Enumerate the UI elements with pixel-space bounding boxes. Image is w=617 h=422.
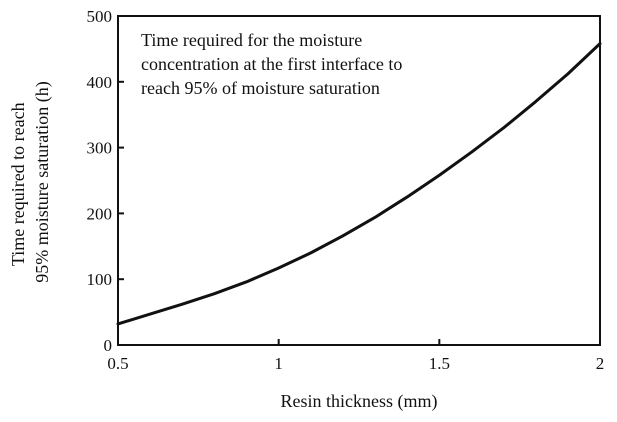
annotation-line-3: reach 95% of moisture saturation: [141, 78, 380, 98]
y-axis-tick-label: 300: [87, 139, 113, 158]
chart-annotation: Time required for the moisture concentra…: [141, 28, 461, 100]
series-line: [116, 42, 602, 326]
plot-frame: [117, 15, 601, 346]
y-axis-label-line-1: Time required to reach: [8, 102, 28, 266]
annotation-line-1: Time required for the moisture: [141, 30, 363, 50]
y-axis-tick-label: 500: [87, 7, 113, 26]
x-axis-tick-label: 1: [274, 354, 283, 373]
y-axis-tick-label: 100: [87, 270, 113, 289]
y-axis-ticks: [118, 15, 124, 346]
x-axis-tick-label: 1.5: [429, 354, 450, 373]
x-axis-tick-label: 2: [596, 354, 605, 373]
y-axis-tick-label: 400: [87, 73, 113, 92]
y-axis-label-line-2: 95% moisture saturation (h): [32, 81, 53, 282]
y-axis-tick-label: 200: [87, 204, 113, 223]
x-axis-label: Resin thickness (mm): [281, 391, 438, 412]
x-axis-tick-label: 0.5: [107, 354, 128, 373]
y-axis-tick-label: 0: [104, 336, 113, 355]
x-axis-tick-labels: 0.5 1 1.5 2: [107, 354, 604, 373]
annotation-line-2: concentration at the first interface to: [141, 54, 403, 74]
y-axis-label: Time required to reach 95% moisture satu…: [8, 81, 53, 282]
y-axis-tick-labels: 0 100 200 300 400 500: [87, 7, 113, 355]
